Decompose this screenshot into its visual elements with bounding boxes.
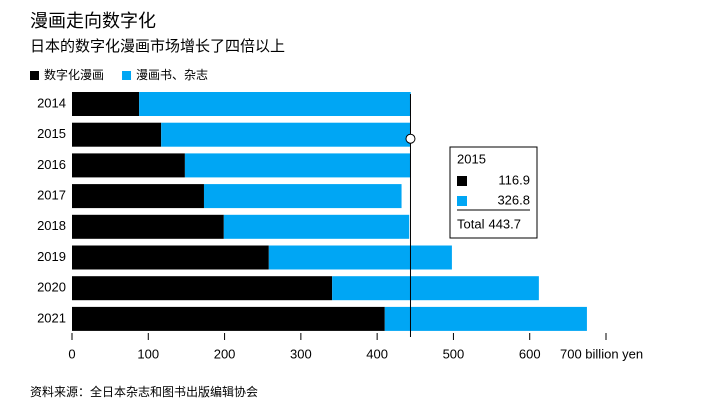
bar-segment (72, 92, 140, 116)
tooltip-total: 443.7 (488, 216, 521, 231)
bar-segment (72, 276, 333, 301)
x-tick-label: 300 (290, 346, 312, 361)
bar-segment (161, 122, 411, 147)
legend-swatch (30, 71, 39, 80)
bar-segment (72, 153, 185, 178)
bar-segment (332, 276, 539, 301)
legend-swatch (122, 71, 132, 80)
bar-segment (72, 184, 204, 209)
legend-label: 漫画书、杂志 (136, 68, 208, 82)
x-tick-label: 500 (443, 346, 465, 361)
tooltip-total-label: Total (457, 216, 485, 231)
bar-segment (223, 214, 410, 239)
bar-segment (384, 306, 587, 331)
tooltip-swatch (457, 196, 467, 206)
tooltip-value: 116.9 (498, 172, 530, 187)
hover-point (405, 133, 416, 144)
bar-segment (72, 245, 269, 270)
bar-segment (268, 245, 452, 270)
bar-segment (203, 184, 402, 209)
tooltip-box (449, 146, 538, 239)
bar-segment (139, 92, 411, 116)
y-tick-label: 2015 (37, 126, 66, 141)
x-tick-label: 600 (519, 346, 541, 361)
y-tick-label: 2018 (37, 218, 66, 233)
x-tick-label: 700 billion yen (560, 346, 643, 361)
bar-segment (72, 122, 162, 147)
y-tick-label: 2021 (37, 310, 66, 325)
bar-segment (72, 214, 224, 239)
y-tick-label: 2019 (37, 249, 66, 264)
y-tick-label: 2017 (37, 188, 66, 203)
y-tick-label: 2014 (37, 95, 66, 110)
tooltip-value: 326.8 (497, 192, 530, 207)
bar-segment (184, 153, 411, 178)
y-tick-label: 2016 (37, 157, 66, 172)
tooltip-swatch (457, 176, 467, 186)
tooltip-title: 2015 (457, 151, 486, 166)
source: 资料来源：全日本杂志和图书出版编辑协会 (30, 384, 258, 399)
chart-title: 漫画走向数字化 (30, 11, 156, 31)
chart-subtitle: 日本的数字化漫画市场增长了四倍以上 (30, 38, 285, 55)
x-tick-label: 100 (137, 346, 159, 361)
y-tick-label: 2020 (37, 280, 66, 295)
legend-label: 数字化漫画 (44, 67, 104, 82)
bar-segment (72, 306, 385, 331)
x-tick-label: 0 (68, 346, 75, 361)
x-tick-label: 400 (366, 346, 388, 361)
x-tick-label: 200 (214, 346, 236, 361)
